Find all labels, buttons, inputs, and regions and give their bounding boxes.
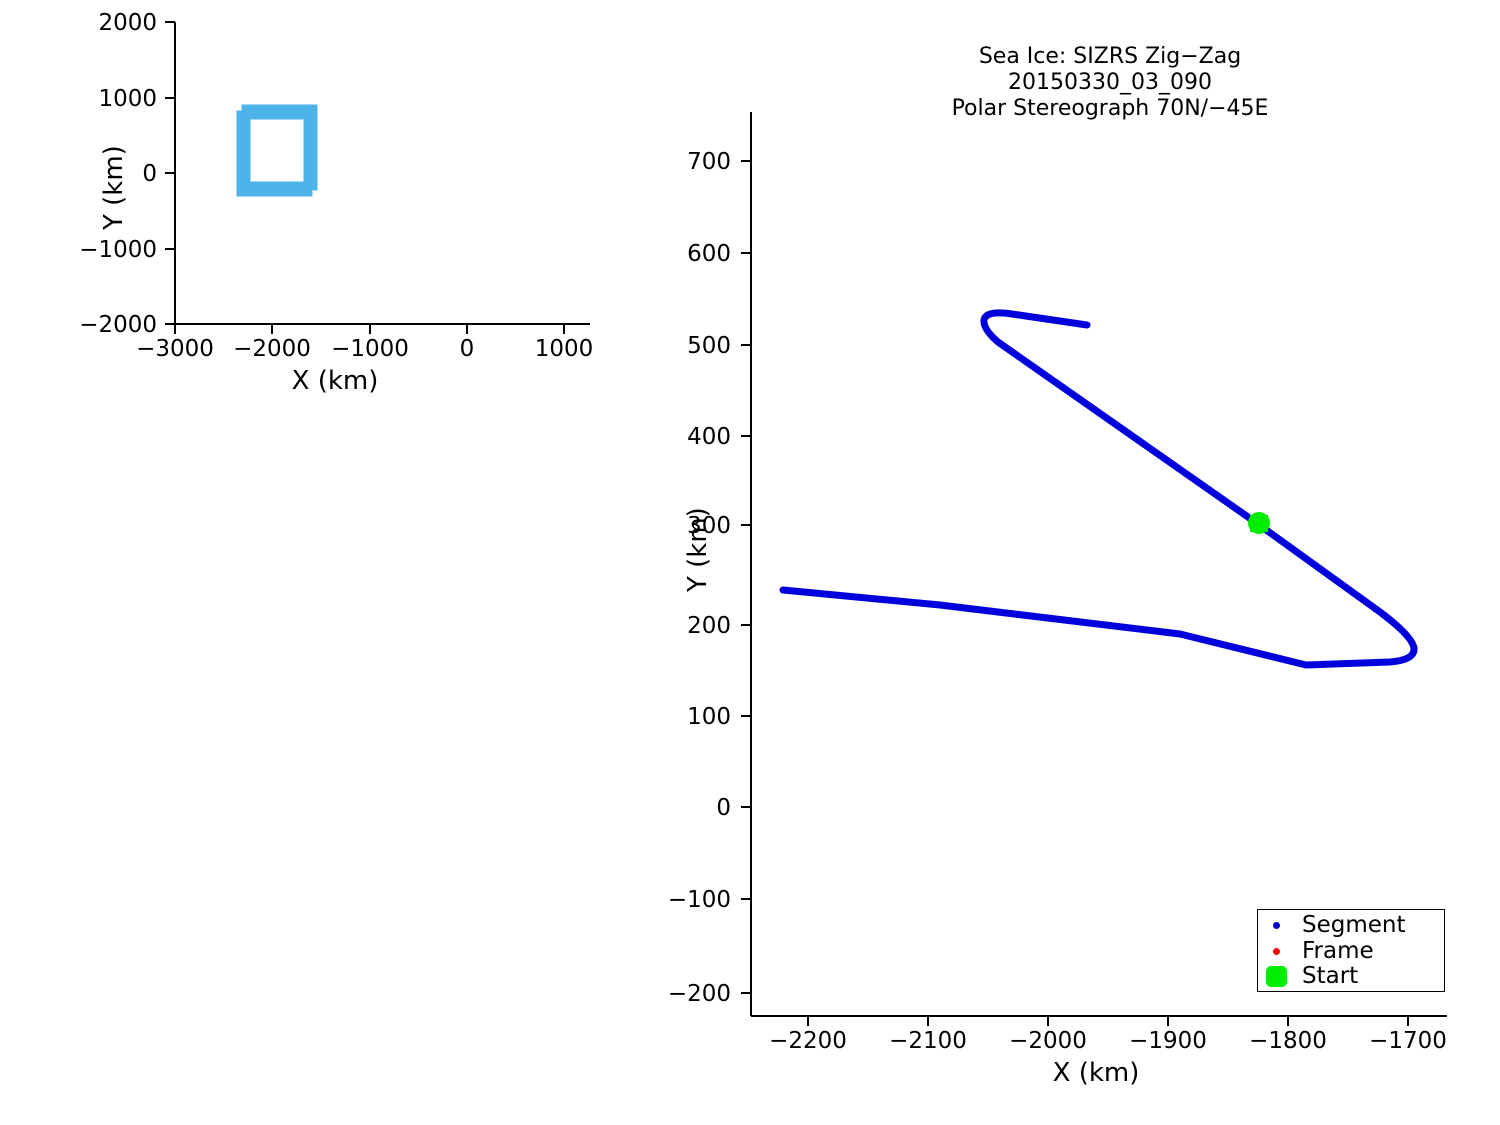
overview-xlabel: X (km) [291, 366, 379, 396]
detail-ylabel: Y (km) [683, 507, 713, 592]
overview-y-ticks [165, 21, 175, 325]
overview-xtick-1: −2000 [233, 336, 311, 362]
overview-ytick-2: 0 [142, 161, 157, 187]
overview-xtick-4: 1000 [534, 336, 594, 362]
legend: Segment Frame Start [1257, 909, 1445, 992]
figure-title-line-3: Polar Stereograph 70N/−45E [951, 96, 1269, 121]
legend-row-start[interactable]: Start [1258, 963, 1446, 989]
detail-xtick-3: −1900 [1129, 1028, 1207, 1054]
detail-ytick-5: 200 [687, 613, 731, 639]
legend-label-frame: Frame [1302, 938, 1374, 964]
overview-ytick-0: 2000 [98, 10, 157, 36]
detail-x-ticks [807, 1016, 1409, 1026]
segment-marker-icon [1258, 921, 1294, 929]
legend-label-segment: Segment [1302, 912, 1406, 938]
segment-track-line [779, 309, 1418, 669]
detail-xtick-4: −1800 [1249, 1028, 1327, 1054]
overview-ytick-3: −1000 [79, 237, 157, 263]
detail-xtick-0: −2200 [769, 1028, 847, 1054]
figure-title-line-1: Sea Ice: SIZRS Zig−Zag [978, 44, 1242, 69]
frame-marker-icon [1258, 947, 1294, 955]
detail-xtick-2: −2000 [1009, 1028, 1087, 1054]
overview-zoom-box-icon [236, 104, 318, 197]
detail-ytick-3: 400 [687, 424, 731, 450]
figure-title-line-2: 20150330_03_090 [1008, 70, 1212, 95]
detail-ytick-0: 700 [687, 149, 731, 175]
overview-x-ticks [174, 324, 565, 334]
overview-ytick-1: 1000 [98, 86, 157, 112]
detail-ytick-1: 600 [687, 241, 731, 267]
start-marker-icon [1258, 965, 1294, 987]
start-marker [1248, 512, 1270, 534]
legend-label-start: Start [1302, 963, 1359, 989]
legend-row-segment[interactable]: Segment [1258, 912, 1446, 938]
legend-row-frame[interactable]: Frame [1258, 938, 1446, 964]
detail-ytick-6: 100 [687, 704, 731, 730]
overview-ylabel: Y (km) [99, 145, 129, 230]
detail-xtick-5: −1700 [1369, 1028, 1447, 1054]
detail-xlabel: X (km) [1052, 1058, 1140, 1088]
detail-y-ticks [741, 160, 751, 994]
overview-ytick-4: −2000 [79, 312, 157, 338]
detail-ytick-8: −100 [667, 887, 731, 913]
detail-axes-spines [750, 112, 1447, 1017]
detail-ytick-9: −200 [667, 981, 731, 1007]
detail-xtick-1: −2100 [889, 1028, 967, 1054]
detail-ytick-2: 500 [687, 333, 731, 359]
overview-xtick-3: 0 [459, 336, 475, 362]
overview-xtick-0: −3000 [136, 336, 214, 362]
detail-ytick-4: 300 [687, 513, 731, 539]
overview-xtick-2: −1000 [331, 336, 409, 362]
detail-ytick-7: 0 [716, 795, 731, 821]
